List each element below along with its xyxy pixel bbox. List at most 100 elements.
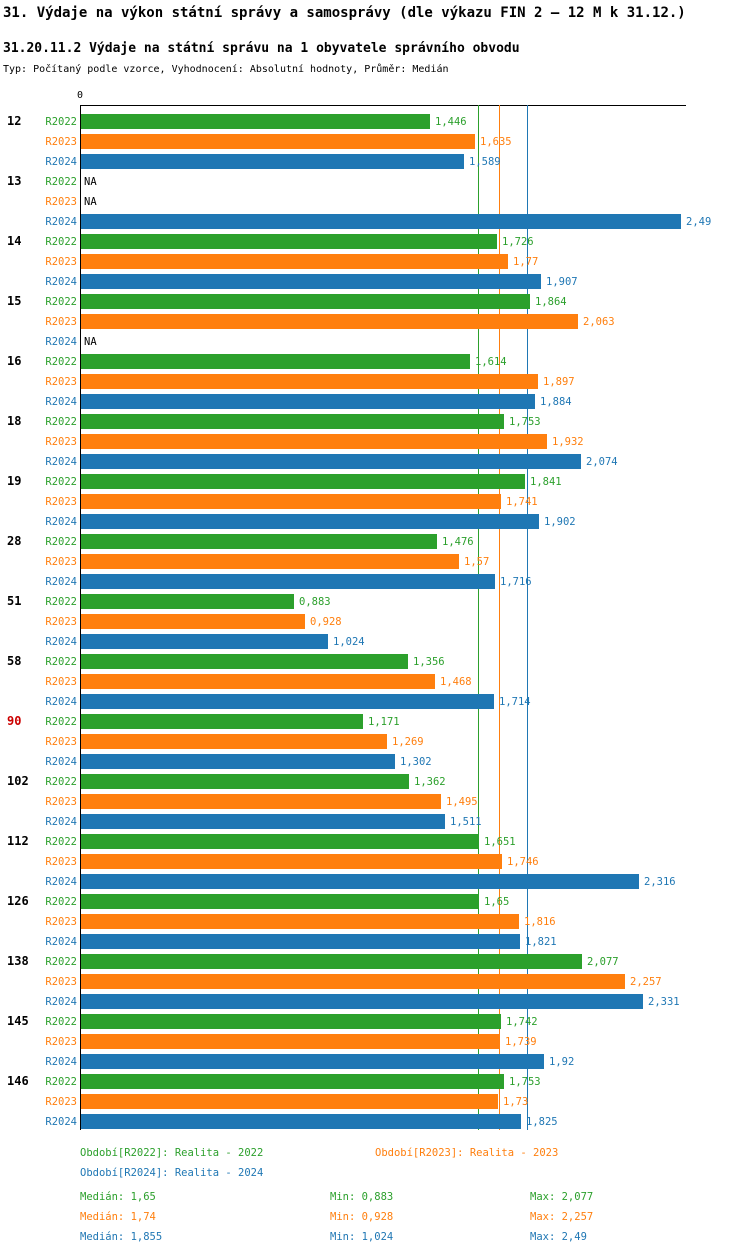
bar-28-r2023 <box>81 554 459 569</box>
series-label-r2022: R2022 <box>45 1076 77 1088</box>
value-label-28-r2022: 1,476 <box>442 536 474 548</box>
series-label-r2023: R2023 <box>45 316 77 328</box>
value-label-126-r2024: 1,821 <box>525 936 557 948</box>
series-label-r2023: R2023 <box>45 736 77 748</box>
value-label-15-r2022: 1,864 <box>535 296 567 308</box>
value-label-90-r2024: 1,302 <box>400 756 432 768</box>
group-label-19: 19 <box>7 474 22 488</box>
bar-28-r2024 <box>81 574 495 589</box>
bar-16-r2024 <box>81 394 535 409</box>
bar-146-r2024 <box>81 1114 521 1129</box>
series-label-r2024: R2024 <box>45 1056 77 1068</box>
value-label-14-r2022: 1,726 <box>502 236 534 248</box>
bar-90-r2022 <box>81 714 363 729</box>
value-label-14-r2024: 1,907 <box>546 276 578 288</box>
bar-126-r2022 <box>81 894 479 909</box>
bar-18-r2023 <box>81 434 547 449</box>
chart-subtitle: 31.20.11.2 Výdaje na státní správu na 1 … <box>3 41 520 56</box>
y-axis-line <box>80 105 81 1130</box>
bar-16-r2023 <box>81 374 538 389</box>
value-label-145-r2024: 1,92 <box>549 1056 575 1068</box>
series-label-r2024: R2024 <box>45 216 77 228</box>
series-label-r2023: R2023 <box>45 1036 77 1048</box>
group-label-112: 112 <box>7 834 29 848</box>
stat-max-r2023: Max: 2,257 <box>530 1211 594 1223</box>
bar-112-r2022 <box>81 834 479 849</box>
chart-meta-info: Typ: Počítaný podle vzorce, Vyhodnocení:… <box>3 64 449 75</box>
stat-min-r2023: Min: 0,928 <box>330 1211 394 1223</box>
bar-51-r2022 <box>81 594 294 609</box>
series-label-r2024: R2024 <box>45 876 77 888</box>
value-label-19-r2024: 1,902 <box>544 516 576 528</box>
series-label-r2023: R2023 <box>45 196 77 208</box>
value-label-12-r2024: 1,589 <box>469 156 501 168</box>
value-label-14-r2023: 1,77 <box>513 256 539 268</box>
bar-18-r2024 <box>81 454 581 469</box>
bar-58-r2023 <box>81 674 435 689</box>
series-label-r2023: R2023 <box>45 436 77 448</box>
value-label-19-r2023: 1,741 <box>506 496 538 508</box>
value-label-102-r2024: 1,511 <box>450 816 482 828</box>
value-label-16-r2024: 1,884 <box>540 396 572 408</box>
na-value-label: NA <box>84 336 97 348</box>
value-label-51-r2022: 0,883 <box>299 596 331 608</box>
value-label-16-r2023: 1,897 <box>543 376 575 388</box>
group-label-16: 16 <box>7 354 22 368</box>
bar-19-r2022 <box>81 474 525 489</box>
series-label-r2022: R2022 <box>45 836 77 848</box>
value-label-18-r2024: 2,074 <box>586 456 618 468</box>
value-label-58-r2024: 1,714 <box>499 696 531 708</box>
stat-max-r2022: Max: 2,077 <box>530 1191 594 1203</box>
value-label-112-r2022: 1,651 <box>484 836 516 848</box>
bar-146-r2023 <box>81 1094 498 1109</box>
series-label-r2022: R2022 <box>45 476 77 488</box>
group-label-146: 146 <box>7 1074 29 1088</box>
series-label-r2024: R2024 <box>45 156 77 168</box>
value-label-58-r2022: 1,356 <box>413 656 445 668</box>
series-label-r2022: R2022 <box>45 716 77 728</box>
bar-145-r2022 <box>81 1014 501 1029</box>
bar-18-r2022 <box>81 414 504 429</box>
series-label-r2024: R2024 <box>45 756 77 768</box>
value-label-102-r2023: 1,495 <box>446 796 478 808</box>
group-label-51: 51 <box>7 594 22 608</box>
value-label-12-r2023: 1,635 <box>480 136 512 148</box>
value-label-18-r2023: 1,932 <box>552 436 584 448</box>
series-label-r2024: R2024 <box>45 996 77 1008</box>
series-label-r2024: R2024 <box>45 336 77 348</box>
stat-median-r2022: Medián: 1,65 <box>80 1191 156 1203</box>
series-label-r2024: R2024 <box>45 1116 77 1128</box>
series-label-r2024: R2024 <box>45 696 77 708</box>
bar-19-r2023 <box>81 494 501 509</box>
bar-14-r2023 <box>81 254 508 269</box>
value-label-15-r2023: 2,063 <box>583 316 615 328</box>
value-label-13-r2024: 2,49 <box>686 216 712 228</box>
legend-item-r2023: Období[R2023]: Realita - 2023 <box>375 1147 559 1159</box>
value-label-138-r2022: 2,077 <box>587 956 619 968</box>
value-label-126-r2023: 1,816 <box>524 916 556 928</box>
series-label-r2023: R2023 <box>45 916 77 928</box>
value-label-51-r2024: 1,024 <box>333 636 365 648</box>
series-label-r2023: R2023 <box>45 496 77 508</box>
series-label-r2024: R2024 <box>45 396 77 408</box>
series-label-r2022: R2022 <box>45 596 77 608</box>
value-label-138-r2023: 2,257 <box>630 976 662 988</box>
group-label-58: 58 <box>7 654 22 668</box>
bar-145-r2024 <box>81 1054 544 1069</box>
value-label-28-r2024: 1,716 <box>500 576 532 588</box>
bar-138-r2022 <box>81 954 582 969</box>
chart-legend: Období[R2022]: Realita - 2022 Období[R20… <box>0 1146 750 1250</box>
group-label-18: 18 <box>7 414 22 428</box>
bar-102-r2022 <box>81 774 409 789</box>
value-label-102-r2022: 1,362 <box>414 776 446 788</box>
bar-14-r2022 <box>81 234 497 249</box>
series-label-r2023: R2023 <box>45 256 77 268</box>
stat-max-r2024: Max: 2,49 <box>530 1231 587 1243</box>
bar-51-r2023 <box>81 614 305 629</box>
series-label-r2024: R2024 <box>45 636 77 648</box>
group-label-15: 15 <box>7 294 22 308</box>
value-label-90-r2022: 1,171 <box>368 716 400 728</box>
series-label-r2023: R2023 <box>45 796 77 808</box>
series-label-r2022: R2022 <box>45 296 77 308</box>
